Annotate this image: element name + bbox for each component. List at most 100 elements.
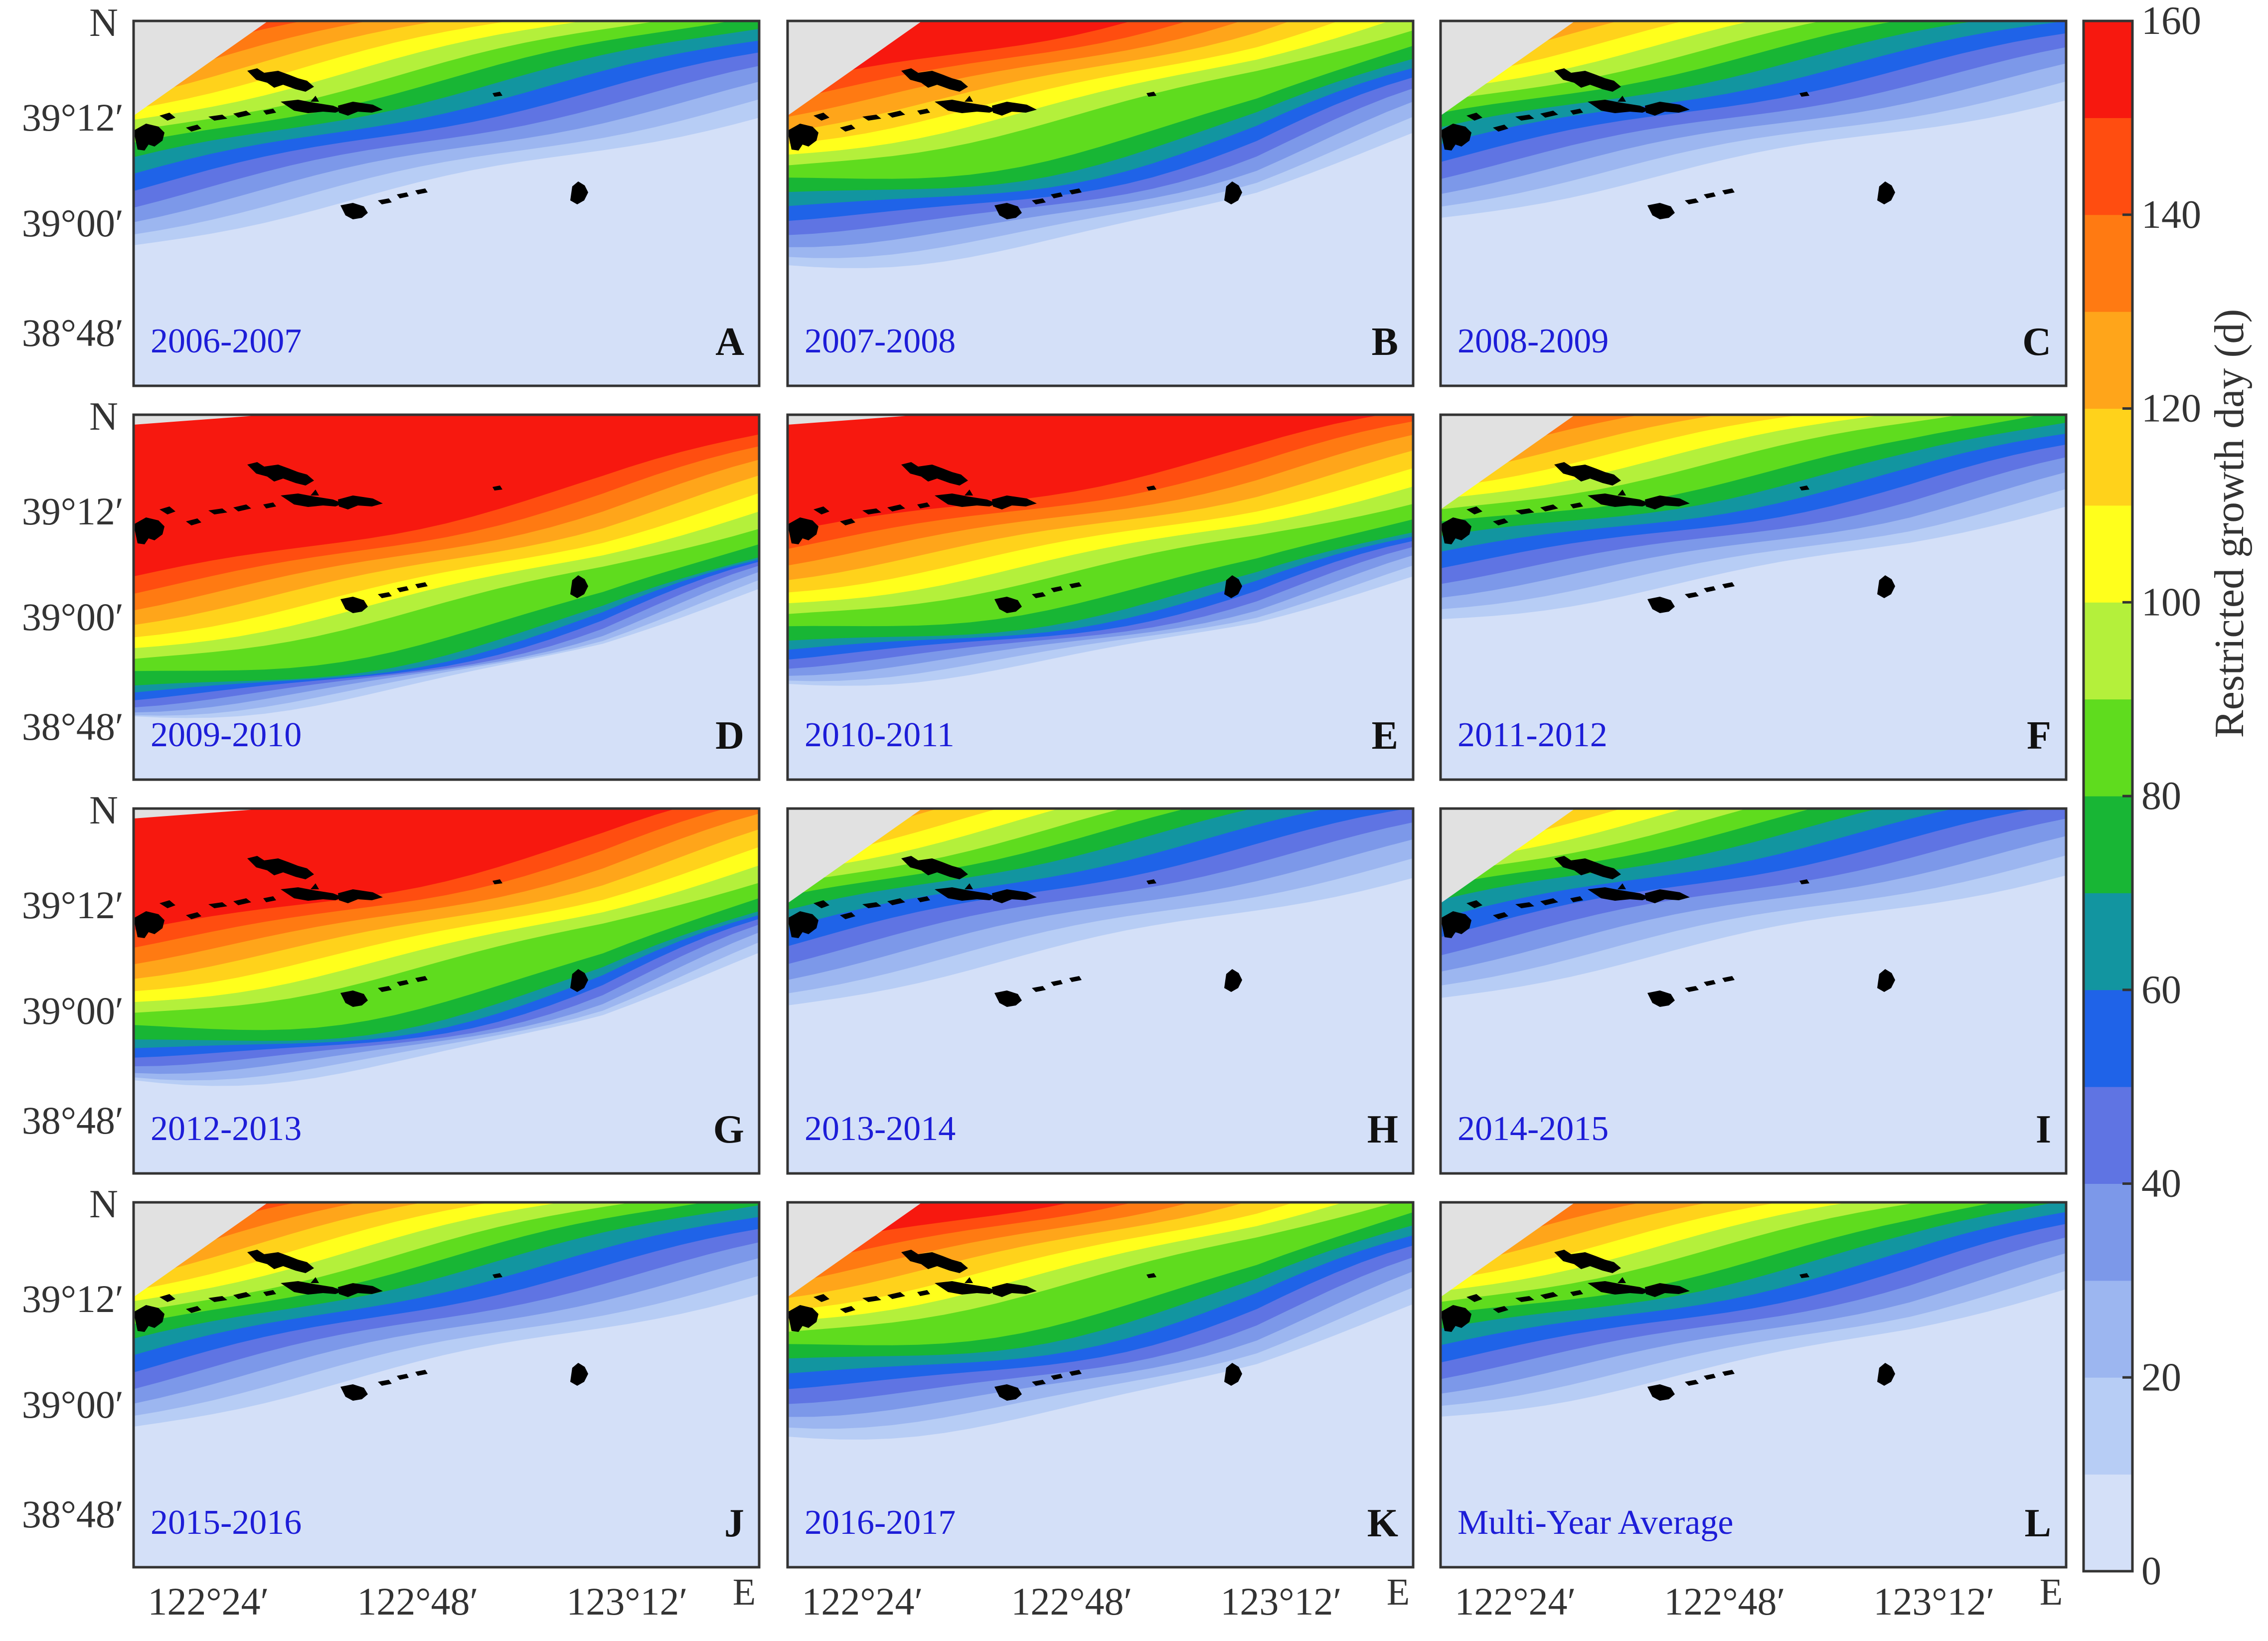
- map-panel-E: 2010-2011 E: [786, 413, 1415, 781]
- land-island: [1466, 113, 1482, 121]
- land-island: [397, 586, 409, 592]
- land-island: [247, 856, 314, 879]
- panel-frame: [1439, 807, 2068, 1175]
- panel-letter: K: [1367, 1501, 1398, 1545]
- land-island: [813, 1294, 829, 1302]
- land-island: [208, 508, 227, 514]
- land-island: [992, 102, 1037, 116]
- land-island: [1645, 889, 1690, 903]
- north-label: N: [89, 1, 118, 45]
- land-island: [1647, 1384, 1675, 1401]
- panel-year-label: 2014-2015: [1458, 1110, 1609, 1148]
- land-island: [813, 506, 829, 514]
- land-island: [378, 198, 392, 204]
- east-label: E: [1387, 1571, 1410, 1613]
- land-island: [965, 1277, 973, 1283]
- land-island: [1146, 879, 1156, 884]
- land-island: [311, 96, 319, 102]
- panel-year-label: 2009-2010: [151, 716, 302, 754]
- colorbar: 0 20 40 60 80 100 120 140 160 Restricted growth d…: [2082, 0, 2253, 1593]
- longitude-tick-label: 123°12′: [566, 1580, 687, 1623]
- land-island: [840, 1306, 855, 1313]
- no-data-area: [134, 1202, 268, 1297]
- land-island: [1685, 986, 1699, 992]
- contour-band: [788, 1304, 1413, 1567]
- land-island: [134, 124, 164, 151]
- east-label: E: [2040, 1571, 2063, 1613]
- colorbar-band: [2084, 602, 2132, 700]
- latitude-tick-label: 39°00′: [22, 989, 124, 1032]
- land-island: [247, 1250, 314, 1273]
- map-panel-contours: [134, 415, 759, 780]
- land-island: [1722, 976, 1735, 982]
- land-island: [208, 902, 227, 908]
- land-island: [862, 902, 881, 908]
- land-island: [1618, 490, 1626, 495]
- contour-band: [1441, 506, 2066, 780]
- land-island: [397, 980, 409, 986]
- land-island: [1051, 586, 1063, 592]
- land-island: [840, 912, 855, 919]
- colorbar-band: [2084, 989, 2132, 1087]
- panel-frame: [132, 413, 761, 781]
- land-island: [1618, 883, 1626, 889]
- no-data-area: [1441, 415, 1575, 509]
- panel-letter: D: [715, 714, 744, 758]
- land-island: [1877, 969, 1895, 992]
- land-island: [1877, 181, 1895, 204]
- north-label: N: [89, 789, 118, 832]
- map-panel-contours: [1441, 21, 2066, 386]
- land-island: [378, 592, 392, 598]
- land-island: [1515, 115, 1534, 121]
- land-island: [1069, 582, 1082, 588]
- land-island: [862, 508, 881, 514]
- land-island: [1877, 1363, 1895, 1386]
- colorbar-band: [2084, 1087, 2132, 1184]
- land-island: [1493, 125, 1508, 132]
- panel-frame: [786, 19, 1415, 387]
- land-island: [208, 115, 227, 121]
- land-island: [813, 900, 829, 908]
- land-island: [1554, 68, 1621, 92]
- latitude-tick-label: 39°12′: [22, 490, 124, 533]
- land-island: [1685, 198, 1699, 204]
- map-panel-contours: [788, 1202, 1413, 1567]
- panel-letter: A: [715, 320, 744, 364]
- land-island: [208, 1296, 227, 1302]
- land-island: [994, 990, 1022, 1007]
- land-island: [1515, 902, 1534, 908]
- land-island: [1441, 911, 1471, 938]
- colorbar-band: [2084, 21, 2132, 118]
- colorbar-band: [2084, 408, 2132, 506]
- no-data-area: [1441, 809, 1575, 903]
- panel-year-label: 2010-2011: [805, 716, 955, 754]
- panel-frame: [786, 413, 1415, 781]
- land-island: [1570, 109, 1583, 115]
- map-panel-D: 2009-2010 D N 39°12′ 39°00′ 38°48′: [22, 395, 761, 781]
- contour-band: [788, 576, 1413, 780]
- land-island: [935, 887, 997, 901]
- contour-band: [134, 589, 759, 780]
- land-island: [340, 1384, 368, 1401]
- land-island: [1441, 1305, 1471, 1332]
- land-island: [1722, 582, 1735, 588]
- land-island: [1554, 1250, 1621, 1273]
- panel-year-label: Multi-Year Average: [1458, 1503, 1733, 1542]
- land-island: [1722, 1370, 1735, 1376]
- panel-frame: [1439, 19, 2068, 387]
- land-island: [1799, 486, 1809, 491]
- contour-band: [788, 878, 1413, 1173]
- land-island: [311, 490, 319, 495]
- land-island: [935, 100, 997, 113]
- land-island: [1466, 1294, 1482, 1302]
- land-island: [1466, 900, 1482, 908]
- land-island: [492, 1273, 502, 1278]
- latitude-tick-label: 39°00′: [22, 595, 124, 639]
- land-island: [281, 1281, 343, 1295]
- panel-letter: I: [2036, 1108, 2051, 1151]
- map-panel-I: 2014-2015 I: [1439, 807, 2068, 1175]
- latitude-tick-label: 39°12′: [22, 1277, 124, 1320]
- panel-frame: [132, 19, 761, 387]
- map-panel-contours: [788, 809, 1413, 1173]
